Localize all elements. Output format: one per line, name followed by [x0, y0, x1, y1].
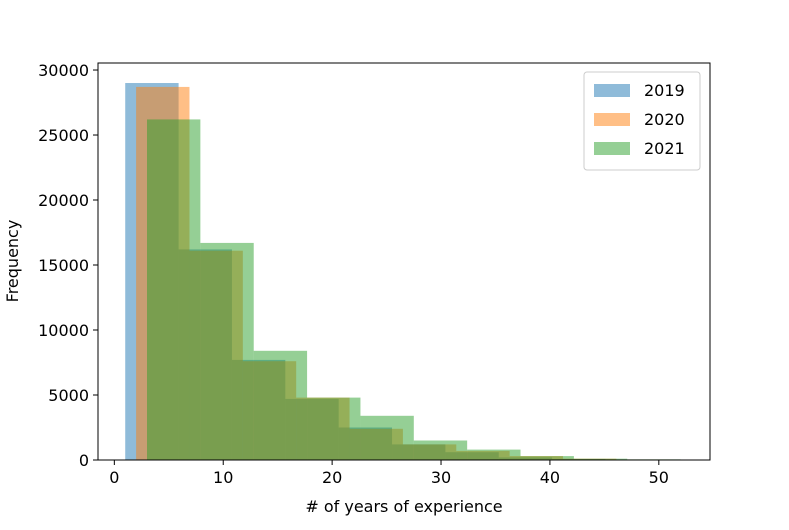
legend-label: 2020	[644, 110, 685, 129]
x-tick-label: 50	[649, 468, 669, 487]
y-tick-label: 0	[79, 451, 89, 470]
x-axis-label: # of years of experience	[305, 497, 502, 516]
legend-label: 2019	[644, 81, 685, 100]
histogram-bar	[521, 456, 574, 460]
legend-label: 2021	[644, 139, 685, 158]
legend-swatch	[594, 113, 630, 126]
x-tick-label: 30	[431, 468, 451, 487]
histogram-bar	[254, 351, 307, 460]
y-tick-label: 15000	[38, 256, 89, 275]
y-tick-label: 10000	[38, 321, 89, 340]
y-axis-label: Frequency	[3, 220, 22, 303]
legend-swatch	[594, 142, 630, 155]
histogram-bar	[360, 416, 413, 460]
x-tick-label: 0	[109, 468, 119, 487]
histogram-bar	[414, 441, 467, 460]
y-tick-label: 25000	[38, 126, 89, 145]
y-tick-label: 20000	[38, 191, 89, 210]
x-tick-label: 20	[322, 468, 342, 487]
legend: 2019 2020 2021	[584, 72, 700, 170]
x-tick-label: 10	[213, 468, 233, 487]
y-tick-label: 5000	[48, 386, 89, 405]
histogram-bar	[307, 398, 360, 460]
histogram-bar	[200, 243, 253, 460]
histogram-bar	[467, 450, 520, 460]
histogram-bar	[147, 119, 200, 460]
x-tick-label: 40	[540, 468, 560, 487]
legend-swatch	[594, 84, 630, 97]
y-tick-label: 30000	[38, 61, 89, 80]
